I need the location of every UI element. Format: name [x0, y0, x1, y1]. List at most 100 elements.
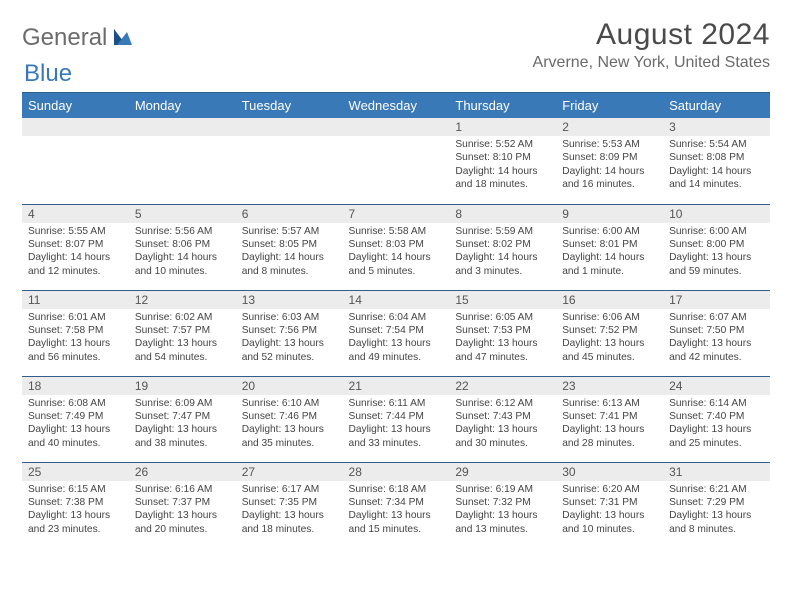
- calendar-table: SundayMondayTuesdayWednesdayThursdayFrid…: [22, 93, 770, 548]
- calendar-cell: 22Sunrise: 6:12 AMSunset: 7:43 PMDayligh…: [449, 376, 556, 462]
- daylight-text: Daylight: 13 hours and 28 minutes.: [562, 423, 657, 450]
- sunrise-text: Sunrise: 5:52 AM: [455, 138, 550, 151]
- day-details: Sunrise: 6:14 AMSunset: 7:40 PMDaylight:…: [663, 395, 770, 455]
- weekday-header: Sunday: [22, 93, 129, 118]
- sunset-text: Sunset: 7:50 PM: [669, 324, 764, 337]
- day-details: Sunrise: 6:00 AMSunset: 8:01 PMDaylight:…: [556, 223, 663, 283]
- calendar-week-row: 25Sunrise: 6:15 AMSunset: 7:38 PMDayligh…: [22, 462, 770, 548]
- day-number: 11: [22, 291, 129, 309]
- daylight-text: Daylight: 13 hours and 25 minutes.: [669, 423, 764, 450]
- day-details: Sunrise: 6:10 AMSunset: 7:46 PMDaylight:…: [236, 395, 343, 455]
- sunrise-text: Sunrise: 6:17 AM: [242, 483, 337, 496]
- sunrise-text: Sunrise: 6:02 AM: [135, 311, 230, 324]
- day-details: Sunrise: 6:12 AMSunset: 7:43 PMDaylight:…: [449, 395, 556, 455]
- sunset-text: Sunset: 7:29 PM: [669, 496, 764, 509]
- sunset-text: Sunset: 8:03 PM: [349, 238, 444, 251]
- day-details: Sunrise: 6:08 AMSunset: 7:49 PMDaylight:…: [22, 395, 129, 455]
- calendar-cell: 8Sunrise: 5:59 AMSunset: 8:02 PMDaylight…: [449, 204, 556, 290]
- calendar-cell: 28Sunrise: 6:18 AMSunset: 7:34 PMDayligh…: [343, 462, 450, 548]
- day-details: [343, 136, 450, 194]
- calendar-cell: 23Sunrise: 6:13 AMSunset: 7:41 PMDayligh…: [556, 376, 663, 462]
- weekday-header: Saturday: [663, 93, 770, 118]
- daylight-text: Daylight: 14 hours and 5 minutes.: [349, 251, 444, 278]
- daylight-text: Daylight: 13 hours and 42 minutes.: [669, 337, 764, 364]
- calendar-cell: 2Sunrise: 5:53 AMSunset: 8:09 PMDaylight…: [556, 118, 663, 204]
- calendar-cell: 13Sunrise: 6:03 AMSunset: 7:56 PMDayligh…: [236, 290, 343, 376]
- sunrise-text: Sunrise: 6:04 AM: [349, 311, 444, 324]
- day-details: Sunrise: 5:58 AMSunset: 8:03 PMDaylight:…: [343, 223, 450, 283]
- sunrise-text: Sunrise: 6:20 AM: [562, 483, 657, 496]
- location-subtitle: Arverne, New York, United States: [533, 54, 770, 72]
- sunrise-text: Sunrise: 6:08 AM: [28, 397, 123, 410]
- day-number: 16: [556, 291, 663, 309]
- daylight-text: Daylight: 13 hours and 33 minutes.: [349, 423, 444, 450]
- calendar-cell: 29Sunrise: 6:19 AMSunset: 7:32 PMDayligh…: [449, 462, 556, 548]
- day-details: Sunrise: 6:20 AMSunset: 7:31 PMDaylight:…: [556, 481, 663, 541]
- daylight-text: Daylight: 13 hours and 47 minutes.: [455, 337, 550, 364]
- day-number: 12: [129, 291, 236, 309]
- sunset-text: Sunset: 7:49 PM: [28, 410, 123, 423]
- day-details: Sunrise: 6:15 AMSunset: 7:38 PMDaylight:…: [22, 481, 129, 541]
- day-number: 10: [663, 205, 770, 223]
- sunrise-text: Sunrise: 5:58 AM: [349, 225, 444, 238]
- sunset-text: Sunset: 8:07 PM: [28, 238, 123, 251]
- sunset-text: Sunset: 7:31 PM: [562, 496, 657, 509]
- sunset-text: Sunset: 7:47 PM: [135, 410, 230, 423]
- calendar-cell: 18Sunrise: 6:08 AMSunset: 7:49 PMDayligh…: [22, 376, 129, 462]
- day-number: 25: [22, 463, 129, 481]
- sunset-text: Sunset: 7:56 PM: [242, 324, 337, 337]
- sunrise-text: Sunrise: 6:06 AM: [562, 311, 657, 324]
- sunset-text: Sunset: 8:09 PM: [562, 151, 657, 164]
- daylight-text: Daylight: 13 hours and 35 minutes.: [242, 423, 337, 450]
- sunrise-text: Sunrise: 5:53 AM: [562, 138, 657, 151]
- daylight-text: Daylight: 14 hours and 3 minutes.: [455, 251, 550, 278]
- sunrise-text: Sunrise: 6:19 AM: [455, 483, 550, 496]
- daylight-text: Daylight: 13 hours and 8 minutes.: [669, 509, 764, 536]
- sunset-text: Sunset: 8:01 PM: [562, 238, 657, 251]
- calendar-cell: 27Sunrise: 6:17 AMSunset: 7:35 PMDayligh…: [236, 462, 343, 548]
- day-details: [22, 136, 129, 194]
- calendar-week-row: 4Sunrise: 5:55 AMSunset: 8:07 PMDaylight…: [22, 204, 770, 290]
- sunset-text: Sunset: 7:54 PM: [349, 324, 444, 337]
- daylight-text: Daylight: 13 hours and 40 minutes.: [28, 423, 123, 450]
- sunset-text: Sunset: 7:38 PM: [28, 496, 123, 509]
- day-details: Sunrise: 5:59 AMSunset: 8:02 PMDaylight:…: [449, 223, 556, 283]
- day-details: [236, 136, 343, 194]
- day-number: 2: [556, 118, 663, 136]
- sunset-text: Sunset: 7:52 PM: [562, 324, 657, 337]
- daylight-text: Daylight: 13 hours and 59 minutes.: [669, 251, 764, 278]
- sunrise-text: Sunrise: 6:05 AM: [455, 311, 550, 324]
- day-number: 17: [663, 291, 770, 309]
- day-details: Sunrise: 6:19 AMSunset: 7:32 PMDaylight:…: [449, 481, 556, 541]
- calendar-week-row: 11Sunrise: 6:01 AMSunset: 7:58 PMDayligh…: [22, 290, 770, 376]
- sunrise-text: Sunrise: 6:14 AM: [669, 397, 764, 410]
- sunrise-text: Sunrise: 6:12 AM: [455, 397, 550, 410]
- month-title: August 2024: [533, 18, 770, 52]
- calendar-cell: 9Sunrise: 6:00 AMSunset: 8:01 PMDaylight…: [556, 204, 663, 290]
- day-number: 20: [236, 377, 343, 395]
- sunrise-text: Sunrise: 6:21 AM: [669, 483, 764, 496]
- day-details: Sunrise: 6:03 AMSunset: 7:56 PMDaylight:…: [236, 309, 343, 369]
- sunrise-text: Sunrise: 5:55 AM: [28, 225, 123, 238]
- daylight-text: Daylight: 14 hours and 18 minutes.: [455, 165, 550, 192]
- brand-sail-icon: [112, 27, 134, 52]
- daylight-text: Daylight: 13 hours and 15 minutes.: [349, 509, 444, 536]
- sunrise-text: Sunrise: 6:18 AM: [349, 483, 444, 496]
- day-number: [236, 118, 343, 136]
- day-number: 1: [449, 118, 556, 136]
- day-details: [129, 136, 236, 194]
- calendar-cell: 12Sunrise: 6:02 AMSunset: 7:57 PMDayligh…: [129, 290, 236, 376]
- daylight-text: Daylight: 13 hours and 38 minutes.: [135, 423, 230, 450]
- day-details: Sunrise: 5:53 AMSunset: 8:09 PMDaylight:…: [556, 136, 663, 196]
- daylight-text: Daylight: 13 hours and 49 minutes.: [349, 337, 444, 364]
- day-details: Sunrise: 6:16 AMSunset: 7:37 PMDaylight:…: [129, 481, 236, 541]
- day-details: Sunrise: 6:02 AMSunset: 7:57 PMDaylight:…: [129, 309, 236, 369]
- sunrise-text: Sunrise: 6:13 AM: [562, 397, 657, 410]
- brand-general-text: General: [22, 24, 107, 52]
- sunset-text: Sunset: 7:41 PM: [562, 410, 657, 423]
- day-number: 27: [236, 463, 343, 481]
- day-number: 15: [449, 291, 556, 309]
- daylight-text: Daylight: 14 hours and 16 minutes.: [562, 165, 657, 192]
- day-details: Sunrise: 6:01 AMSunset: 7:58 PMDaylight:…: [22, 309, 129, 369]
- calendar-cell: 6Sunrise: 5:57 AMSunset: 8:05 PMDaylight…: [236, 204, 343, 290]
